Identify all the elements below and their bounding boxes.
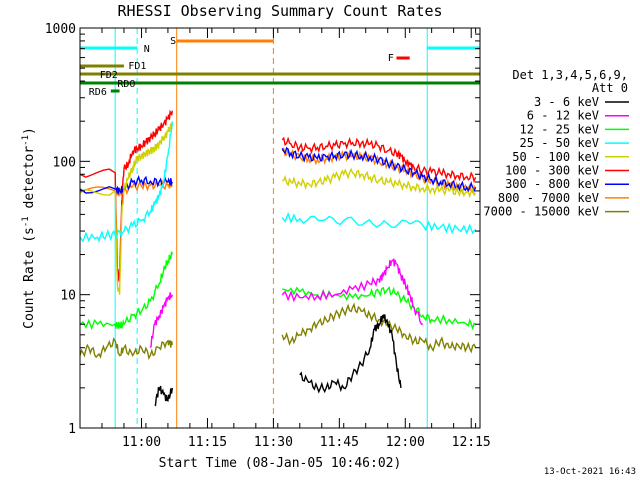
legend-entry-label: 12 - 25 keV	[520, 122, 599, 136]
x-tick-label: 11:45	[320, 435, 359, 450]
legend-entry-label: 50 - 100 keV	[512, 150, 599, 164]
flag-label: S	[170, 36, 176, 47]
x-axis-label: Start Time (08-Jan-05 10:46:02)	[159, 456, 402, 471]
footer-timestamp: 13-Oct-2021 16:43	[544, 467, 636, 477]
data-series	[80, 109, 477, 407]
x-tick-label: 12:15	[452, 435, 491, 450]
y-tick-label: 100	[53, 155, 76, 170]
flag-label: RDO	[117, 79, 135, 90]
y-axis-label-part: Count Rate (s	[22, 227, 37, 329]
chart-title: RHESSI Observing Summary Count Rates	[117, 2, 442, 20]
series-line	[80, 123, 173, 295]
y-axis-label: Count Rate (s-1 detector-1)	[21, 127, 37, 329]
time-markers	[79, 28, 481, 428]
y-tick-label: 1000	[45, 22, 76, 37]
legend-entry-label: 25 - 50 keV	[520, 136, 599, 150]
series-line	[281, 136, 477, 184]
x-tick-label: 11:30	[254, 435, 293, 450]
series-line	[80, 251, 173, 331]
legend-entry-label: 800 - 7000 keV	[498, 191, 599, 205]
series-line	[281, 302, 477, 354]
legend-header: Att 0	[592, 81, 628, 95]
x-tick-label: 11:00	[122, 435, 161, 450]
series-line	[282, 167, 477, 199]
legend-entry-label: 6 - 12 keV	[527, 109, 599, 123]
flag-label: N	[144, 44, 150, 55]
series-line	[80, 109, 173, 282]
y-axis-label-part: detector	[22, 146, 37, 217]
legend-header: Det 1,3,4,5,6,9,	[512, 68, 628, 82]
y-tick-label: 10	[60, 289, 76, 304]
legend-entry-label: 100 - 300 keV	[505, 164, 599, 178]
y-axis-label-part: )	[22, 127, 37, 135]
series-line	[281, 211, 477, 235]
legend-entry-label: 7000 - 15000 keV	[483, 205, 599, 219]
series-line	[281, 146, 477, 194]
y-tick-label: 1	[68, 422, 76, 437]
flag-label: RD6	[89, 87, 107, 98]
flag-label: FD1	[128, 61, 146, 72]
y-axis-label-sup: -1	[21, 135, 31, 146]
y-axis-label-sup: -1	[21, 216, 31, 227]
series-line	[154, 385, 173, 407]
series-line	[281, 257, 423, 325]
legend-entry-label: 300 - 800 keV	[505, 177, 599, 191]
flag-label: FD2	[100, 70, 118, 81]
x-axis-ticks: 11:00 11:15 11:30 11:45 12:00 12:15	[79, 28, 491, 450]
series-line	[80, 337, 173, 360]
x-tick-label: 11:15	[188, 435, 227, 450]
series-line	[80, 121, 173, 243]
x-tick-label: 12:00	[386, 435, 425, 450]
flag-label: F	[388, 53, 394, 64]
plot-frame	[79, 27, 481, 429]
legend-entry-label: 3 - 6 keV	[534, 95, 599, 109]
series-line	[149, 292, 173, 349]
series-line	[299, 314, 402, 394]
